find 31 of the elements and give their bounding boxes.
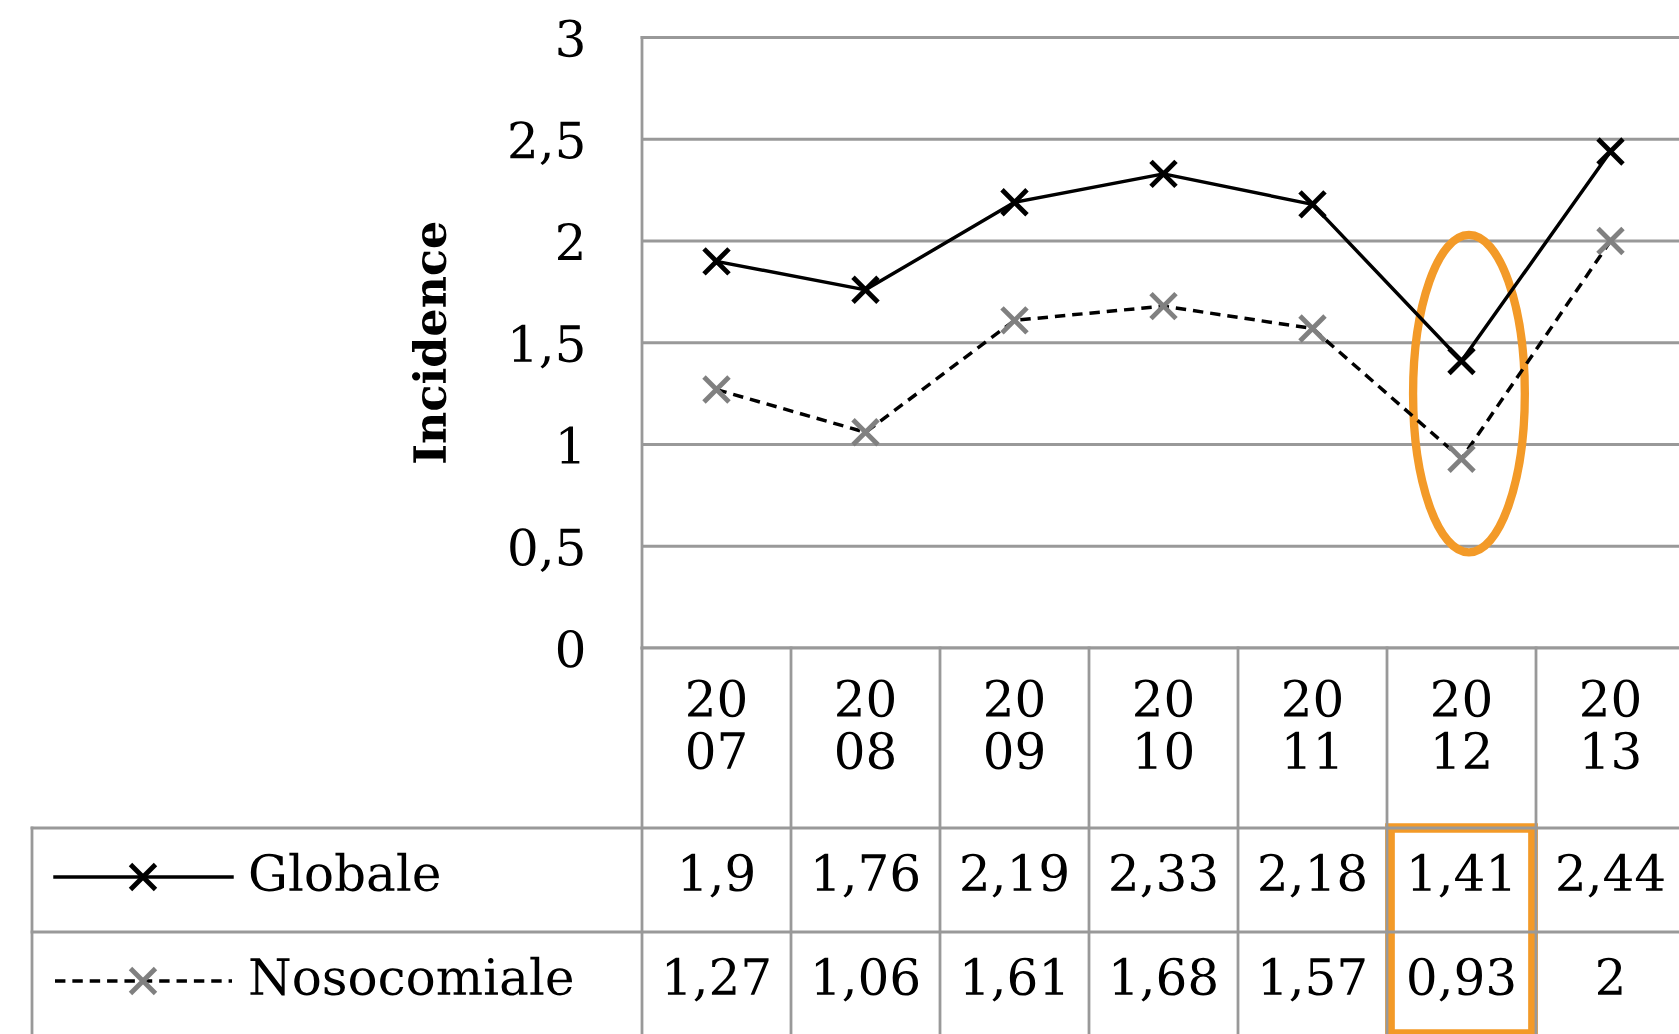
- data-label: 2,44: [1558, 853, 1664, 898]
- x-tick-label: 20 07: [687, 679, 745, 770]
- data-label: 1,68: [1113, 957, 1216, 1002]
- data-label: 0,93: [1409, 957, 1514, 1002]
- data-label: 1,9: [682, 853, 753, 898]
- x-tick-label: 20 11: [1284, 679, 1341, 769]
- x-tick-label: 20 10: [1135, 679, 1192, 770]
- data-label: 2,18: [1260, 853, 1365, 898]
- data-label: 1,57: [1262, 957, 1365, 1002]
- y-axis-title: Incidence: [411, 222, 447, 463]
- y-tick-label: 2: [558, 222, 582, 260]
- data-label: 1,61: [964, 957, 1064, 1002]
- legend-label: Nosocomiale: [250, 956, 573, 996]
- data-label: 1,41: [1411, 853, 1511, 898]
- y-tick-label: 1: [560, 426, 580, 464]
- y-tick-label: 0: [557, 629, 584, 668]
- data-label: 2: [1597, 957, 1622, 995]
- y-tick-label: 2,5: [510, 121, 583, 166]
- y-tick-label: 3: [558, 19, 583, 58]
- data-label: 1,06: [815, 957, 919, 1002]
- x-tick-label: 20 09: [985, 679, 1043, 770]
- y-tick-label: 0,5: [510, 528, 583, 573]
- x-tick-label: 20 12: [1433, 679, 1490, 769]
- y-tick-label: 1,5: [513, 324, 583, 369]
- x-tick-label: 20 13: [1582, 679, 1639, 770]
- x-tick-label: 20 08: [836, 679, 894, 770]
- data-label: 1,76: [815, 853, 919, 898]
- legend-label: Globale: [250, 852, 439, 892]
- data-label: 1,27: [666, 957, 769, 1002]
- data-label: 2,33: [1111, 853, 1216, 898]
- data-label: 2,19: [962, 853, 1067, 898]
